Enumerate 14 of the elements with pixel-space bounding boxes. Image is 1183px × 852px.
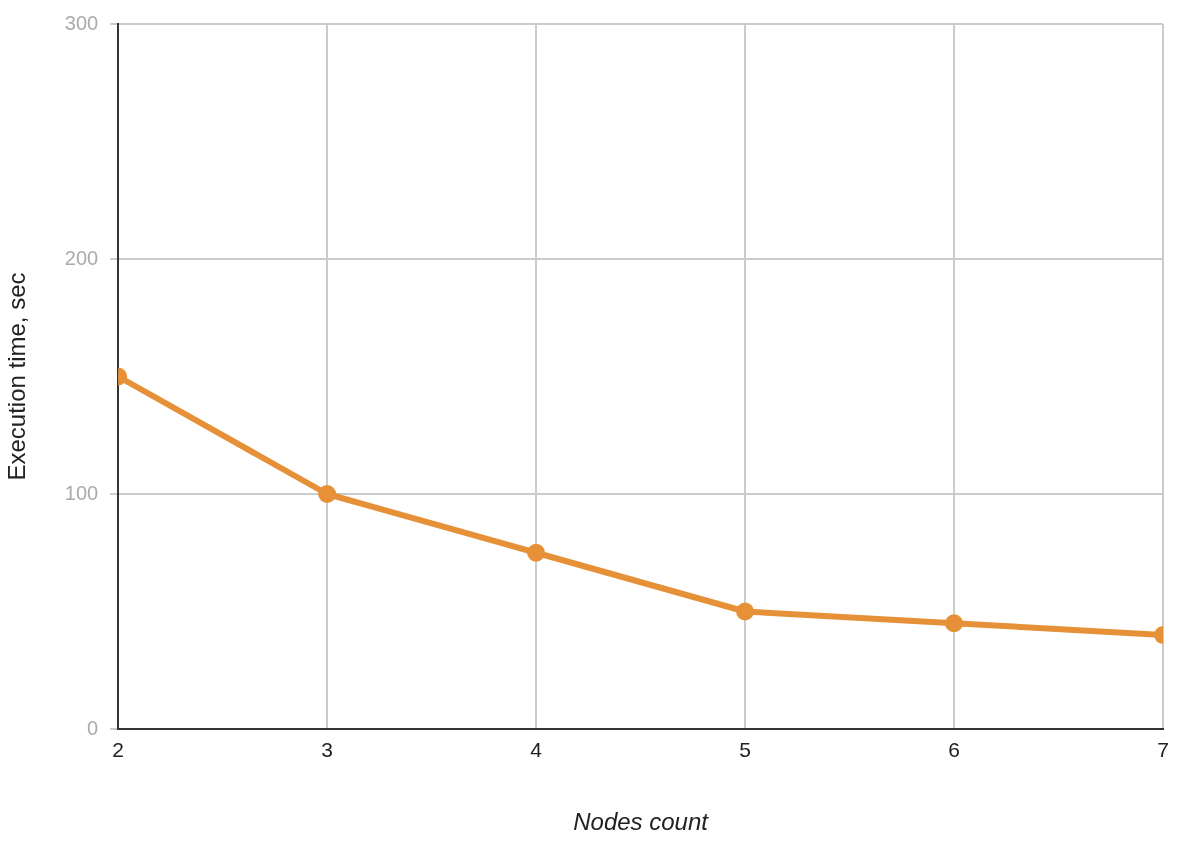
y-tick-label: 200 bbox=[64, 246, 99, 269]
y-tick-label: 100 bbox=[64, 481, 99, 504]
x-tick-label: 2 bbox=[112, 738, 125, 762]
x-tick-label: 6 bbox=[948, 738, 960, 762]
x-tick-label: 4 bbox=[530, 738, 543, 762]
y-axis-title: Execution time, sec bbox=[3, 272, 31, 481]
x-tick-label: 7 bbox=[1157, 738, 1169, 762]
y-tick-label: 300 bbox=[64, 11, 99, 34]
x-tick-label: 5 bbox=[739, 738, 751, 762]
point bbox=[736, 602, 755, 621]
y-tick-label: 0 bbox=[87, 716, 99, 739]
x-axis-title: Nodes count bbox=[573, 808, 710, 836]
point bbox=[527, 543, 546, 562]
x-tick-label: 3 bbox=[321, 738, 333, 762]
